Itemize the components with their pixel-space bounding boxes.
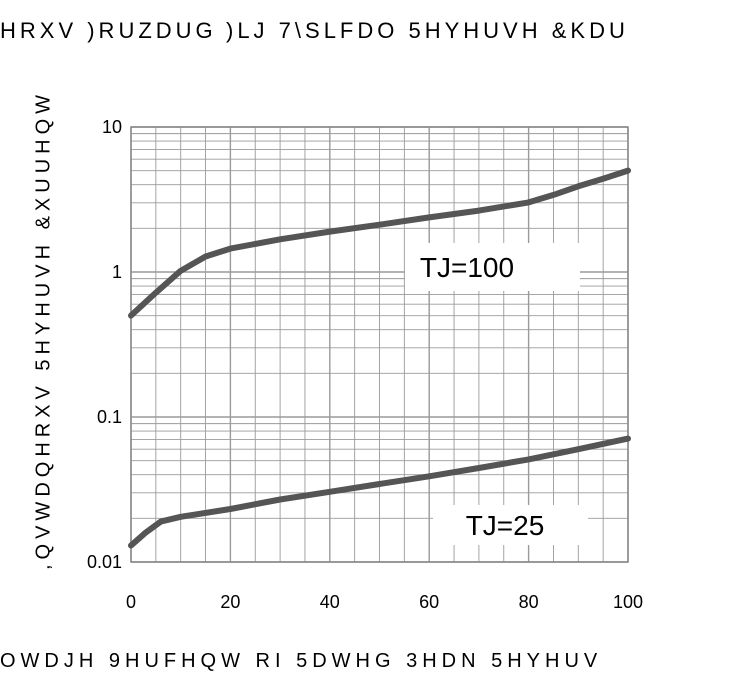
x-tick-label: 100 [613,592,643,612]
series-label-box [433,505,588,545]
x-tick-label: 80 [519,592,539,612]
series-label-box [405,243,580,291]
series-label-tj100: TJ=100 [420,252,514,283]
y-tick-label: 0.1 [97,407,122,427]
grid-minor [131,127,628,562]
y-tick-labels: 0.01 0.1 1 10 [87,117,122,572]
y-axis-label: ,QVWDQHRXV 5HYHUVH &XUUHQW [32,89,55,571]
y-tick-label: 10 [102,117,122,137]
x-tick-label: 60 [419,592,439,612]
plot-frame [130,126,629,563]
x-tick-label: 0 [126,592,136,612]
y-tick-label: 1 [112,262,122,282]
series-label-tj25: TJ=25 [466,510,545,541]
x-tick-label: 20 [220,592,240,612]
series-line-tj100 [128,167,631,319]
series-line-tj25 [128,435,631,549]
x-axis-label: OWDJH 9HUFHQW RI 5DWHG 3HDN 5HYHUV [0,650,603,672]
x-tick-labels: 0 20 40 60 80 100 [126,592,643,612]
series-layer [128,167,631,549]
chart-title-fragment-right: )LJ 7\SLFDO 5HYHUVH &KDU [226,18,629,43]
x-tick-label: 40 [320,592,340,612]
legend-layer: TJ=100 TJ=25 [405,243,588,545]
chart-title-fragment-left: HRXV )RUZDUG [0,18,217,43]
y-tick-label: 0.01 [87,552,122,572]
